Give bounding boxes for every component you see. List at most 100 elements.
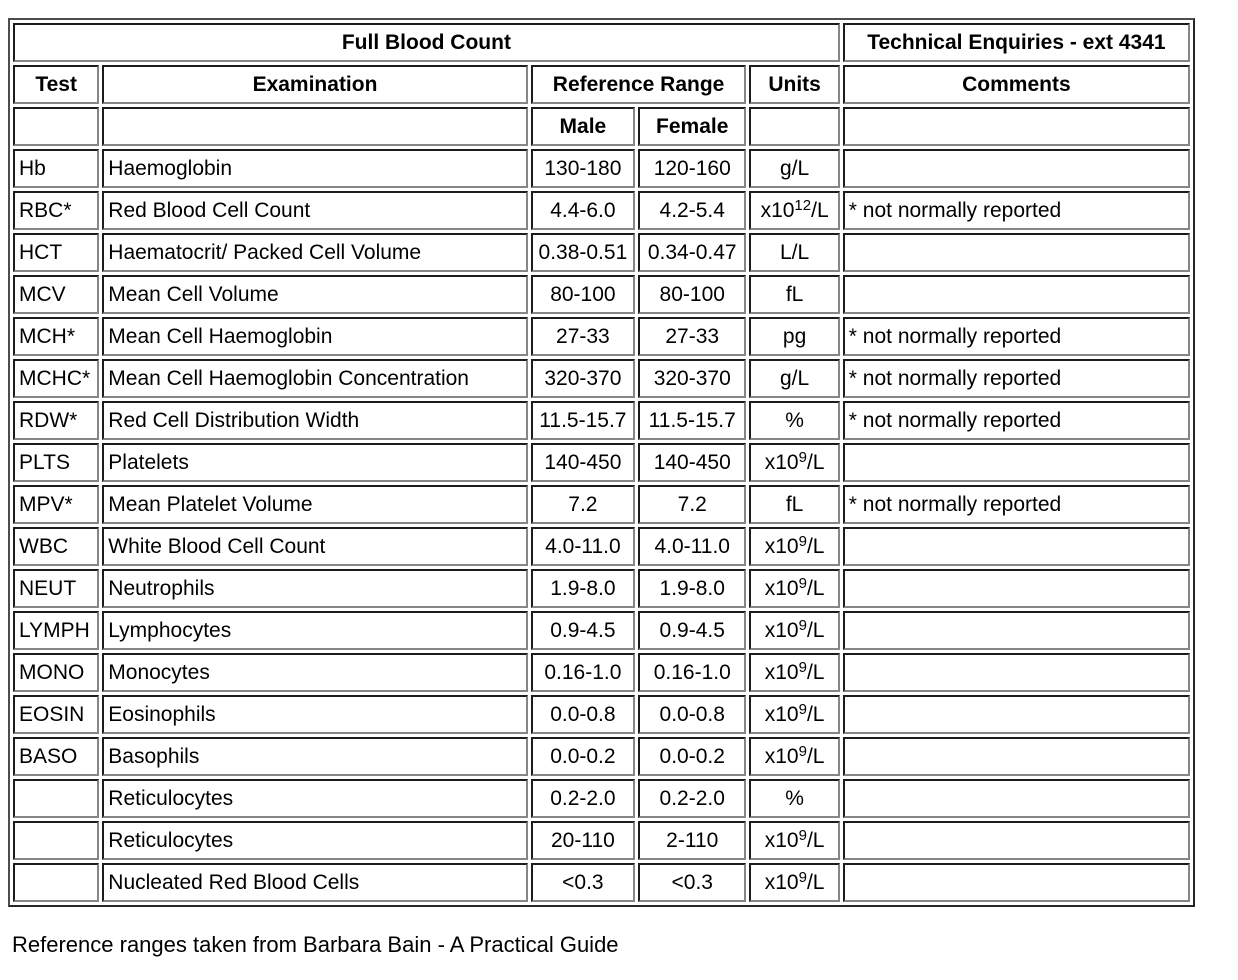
male-range-value: 11.5-15.7 [539,409,627,432]
test-code-cell: MCHC* [13,359,100,398]
units-cell: fL [749,485,840,524]
units-cell: x109/L [749,821,840,860]
examination-cell: Red Blood Cell Count [102,191,528,230]
comment-text: * not normally reported [848,493,1062,516]
female-range-cell: 7.2 [638,485,747,524]
male-range-cell: 0.0-0.2 [530,737,636,776]
male-range-value: 0.0-0.8 [550,703,616,726]
male-range-cell: 1.9-8.0 [530,569,636,608]
examination-label: Mean Cell Volume [108,283,279,306]
female-range-value: 320-370 [653,367,731,390]
test-code: Hb [19,157,46,180]
unit-base: x10 [764,703,799,726]
unit-base: L/L [780,241,810,264]
test-code-cell [13,779,100,818]
examination-label: Red Blood Cell Count [108,199,311,222]
comments-cell: * not normally reported [842,401,1190,440]
examination-label: Mean Cell Haemoglobin Concentration [108,367,469,390]
unit-exponent: 9 [798,617,807,634]
examination-label: Red Cell Distribution Width [108,409,360,432]
test-code-cell [13,863,100,902]
female-range-cell: 0.0-0.2 [638,737,747,776]
units-cell: x109/L [749,527,840,566]
footer-note: Reference ranges taken from Barbara Bain… [12,932,619,957]
page-title: Full Blood Count [13,23,840,62]
male-range-cell: 11.5-15.7 [530,401,636,440]
male-range-value: 4.0-11.0 [545,535,621,558]
examination-label: White Blood Cell Count [108,535,326,558]
empty-header-cell [102,107,528,146]
test-code: RBC* [19,199,72,222]
examination-cell: Mean Cell Haemoglobin Concentration [102,359,528,398]
comments-cell: * not normally reported [842,485,1190,524]
female-range-value: 2-110 [666,829,719,852]
table-row: HCT Haematocrit/ Packed Cell Volume 0.38-0… [13,233,1190,272]
units-cell: x109/L [749,611,840,650]
unit-base: x10 [764,619,799,642]
unit-exponent: 9 [798,533,807,550]
female-range-cell: 0.16-1.0 [638,653,747,692]
unit-exponent: 9 [798,701,807,718]
male-range-cell: 0.16-1.0 [530,653,636,692]
test-code-cell: BASO [13,737,100,776]
test-code: LYMPH [19,619,90,642]
comments-cell [842,233,1190,272]
col-header-comments: Comments [842,65,1190,104]
table-row: MONO Monocytes 0.16-1.0 0.16-1.0 x109/L [13,653,1190,692]
test-code: NEUT [19,577,77,600]
test-code: WBC [19,535,68,558]
table-row: MPV* Mean Platelet Volume 7.2 7.2 fL * not no… [13,485,1190,524]
female-range-value: 140-450 [653,451,731,474]
test-code-cell: NEUT [13,569,100,608]
female-range-value: 1.9-8.0 [659,577,725,600]
female-range-value: 7.2 [677,493,707,516]
test-code-cell: PLTS [13,443,100,482]
units-cell: pg [749,317,840,356]
sex-subheader-row: Male Female [13,107,1190,146]
female-range-cell: 120-160 [638,149,747,188]
male-range-cell: 130-180 [530,149,636,188]
male-range-cell: 7.2 [530,485,636,524]
comments-cell [842,653,1190,692]
units-cell: L/L [749,233,840,272]
units-cell: % [749,779,840,818]
unit-denominator: /L [811,199,829,222]
test-code: MCH* [19,325,75,348]
male-range-value: 0.2-2.0 [550,787,616,810]
male-range-cell: 0.0-0.8 [530,695,636,734]
male-range-value: 20-110 [550,829,615,852]
column-header-row: Test Examination Reference Range Units C… [13,65,1190,104]
male-range-value: 0.16-1.0 [544,661,622,684]
unit-exponent: 9 [798,743,807,760]
unit-denominator: /L [806,745,825,768]
unit-base: x10 [764,829,799,852]
unit-exponent: 9 [798,575,807,592]
female-range-cell: <0.3 [638,863,747,902]
comment-text: * not normally reported [848,199,1062,222]
examination-cell: White Blood Cell Count [102,527,528,566]
female-range-value: 80-100 [659,283,725,306]
table-row: LYMPH Lymphocytes 0.9-4.5 0.9-4.5 x109/L [13,611,1190,650]
examination-cell: Red Cell Distribution Width [102,401,528,440]
comments-cell [842,779,1190,818]
table-row: Reticulocytes 20-110 2-110 x109/L [13,821,1190,860]
test-code: RDW* [19,409,78,432]
title-row: Full Blood Count Technical Enquiries - e… [13,23,1190,62]
empty-header-cell [842,107,1190,146]
unit-base: x10 [764,871,799,894]
col-header-reference-range: Reference Range [530,65,747,104]
male-range-value: 0.0-0.2 [550,745,616,768]
male-range-cell: 80-100 [530,275,636,314]
examination-label: Lymphocytes [108,619,232,642]
comments-cell [842,863,1190,902]
unit-base: g/L [780,157,810,180]
unit-denominator: /L [806,535,825,558]
examination-label: Haematocrit/ Packed Cell Volume [108,241,422,264]
test-code: MCV [19,283,66,306]
unit-base: pg [782,325,807,348]
examination-label: Haemoglobin [108,157,233,180]
male-range-cell: 0.9-4.5 [530,611,636,650]
unit-base: x10 [764,451,799,474]
female-range-value: 27-33 [665,325,720,348]
col-subheader-female: Female [638,107,747,146]
